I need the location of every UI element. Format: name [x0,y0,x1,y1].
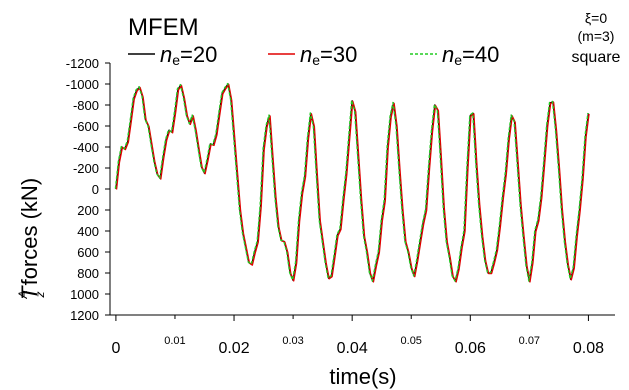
x-tick-label: 0.02 [218,340,249,357]
y-tick-label: -1000 [66,77,99,92]
legend-label-main: n [442,42,454,67]
legend-label-sub: e [312,52,320,68]
y-tick-label: 1000 [70,287,99,302]
svg-text:TAz forces (kN): TA z forces (kN) [16,178,47,300]
y-axis-title: TA z forces (kN) [16,178,47,300]
legend-label-sub: e [172,52,180,68]
annotation-line-1: ξ=0 [585,10,607,26]
x-axis-title: time(s) [329,364,396,389]
legend-label-2: ne=30 [300,42,357,68]
x-tick-label: 0.04 [337,340,368,357]
annotation-line-2: (m=3) [578,28,615,44]
legend-label-rest: =30 [320,42,357,67]
y-tick-label: 200 [77,203,99,218]
y-axis-ticks: -1200 -1000 -800 -600 -400 -200 0 200 400 600 800 1… [66,56,110,323]
y-tick-label: -600 [73,119,99,134]
legend: ne=20 ne=30 ne=40 [128,42,499,68]
legend-label-rest: =40 [462,42,499,67]
y-tick-label: -800 [73,98,99,113]
y-tick-label: 800 [77,266,99,281]
y-tick-label: -400 [73,140,99,155]
y-axis-title-rest: forces (kN) [17,178,42,292]
y-tick-label: 0 [92,182,99,197]
y-tick-label: -200 [73,161,99,176]
legend-label-sub: e [454,52,462,68]
x-tick-label: 0 [111,340,120,357]
x-tick-label: 0.06 [455,340,486,357]
legend-label-main: n [160,42,172,67]
y-tick-label: 1200 [70,308,99,323]
x-minor-tick-label: 0.03 [282,335,303,347]
legend-label-3: ne=40 [442,42,499,68]
series-line-3 [114,82,589,282]
annotation-line-3: square [572,49,621,66]
series-line-2 [115,83,590,283]
legend-label-main: n [300,42,312,67]
y-axis-title-sub: z [33,292,47,299]
x-tick-label: 0.08 [573,340,604,357]
x-minor-tick-label: 0.05 [401,335,422,347]
y-axis-title-sup: A [16,291,30,300]
x-axis-ticks: 0 0.02 0.04 0.06 0.08 0.01 0.03 0.05 0.07 [111,315,604,357]
series-lines [114,82,590,283]
y-tick-label: -1200 [66,56,99,71]
legend-label-1: ne=20 [160,42,217,68]
x-minor-tick-label: 0.01 [164,335,185,347]
y-tick-label: 400 [77,224,99,239]
legend-label-rest: =20 [180,42,217,67]
y-tick-label: 600 [77,245,99,260]
chart-title: MFEM [128,14,199,41]
y-axis-title-main: T [17,285,42,300]
x-minor-tick-label: 0.07 [519,335,540,347]
